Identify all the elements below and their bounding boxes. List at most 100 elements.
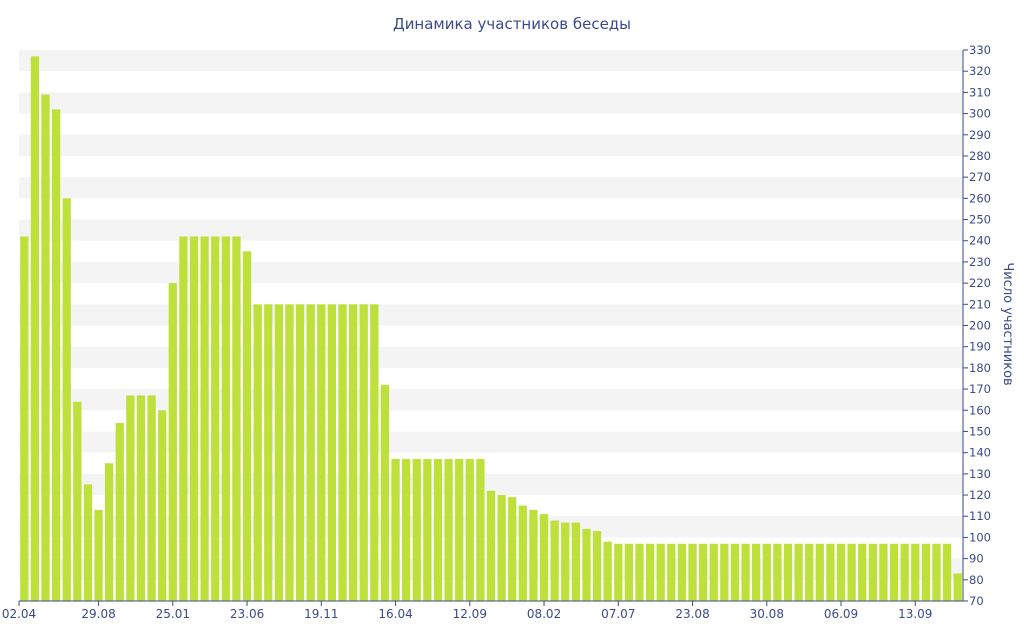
bar: [158, 410, 167, 601]
grid-band: [19, 134, 963, 156]
bar: [953, 573, 962, 601]
bar: [295, 304, 305, 601]
bar: [677, 543, 687, 601]
y-tick-label: 130: [969, 467, 991, 481]
bar: [285, 304, 294, 601]
bar: [497, 495, 506, 601]
bar: [529, 509, 538, 601]
y-tick-label: 120: [969, 488, 991, 502]
bar: [359, 304, 368, 601]
y-tick-label: 260: [969, 191, 991, 205]
bar: [773, 543, 782, 601]
y-tick-label: 160: [969, 403, 991, 417]
bar: [338, 304, 347, 601]
bar: [253, 304, 262, 601]
grid-band: [19, 50, 963, 72]
x-tick-label: 23.08: [675, 607, 709, 621]
x-tick-label: 13.09: [898, 607, 932, 621]
x-tick-label: 30.08: [750, 607, 784, 621]
y-tick-label: 300: [969, 107, 991, 121]
bar: [720, 543, 729, 601]
x-tick-label: 12.09: [453, 607, 487, 621]
y-tick-label: 200: [969, 319, 991, 333]
bar: [73, 401, 82, 601]
y-tick-label: 220: [969, 276, 991, 290]
bar: [115, 422, 124, 601]
bar: [348, 304, 358, 601]
bar: [709, 543, 718, 601]
bar: [105, 463, 114, 601]
x-axis: 02.04 29.08 25.01 23.06 19.11 16.04 12.09 08.02…: [2, 600, 963, 621]
bar: [645, 543, 655, 601]
bar: [836, 543, 846, 601]
bar: [20, 236, 29, 602]
bar: [826, 543, 835, 601]
bar: [179, 236, 188, 602]
grid-band: [19, 346, 963, 368]
bar: [794, 543, 803, 601]
x-tick-label: 02.04: [2, 607, 36, 621]
bar: [858, 543, 867, 601]
bar: [41, 94, 50, 601]
bar: [94, 509, 103, 601]
bar: [932, 543, 941, 601]
bar: [921, 543, 931, 601]
bar: [868, 543, 877, 601]
chart-title: Динамика участников беседы: [393, 15, 631, 33]
bar: [455, 459, 464, 601]
y-tick-label: 100: [969, 530, 991, 544]
x-tick-label: 29.08: [81, 607, 115, 621]
bar: [370, 304, 379, 601]
y-tick-label: 240: [969, 234, 991, 248]
x-tick-label: 08.02: [527, 607, 561, 621]
bar: [189, 236, 199, 602]
y-tick-label: 140: [969, 446, 991, 460]
bar: [264, 304, 273, 601]
bar: [688, 543, 697, 601]
bar: [508, 497, 517, 601]
bar: [752, 543, 761, 601]
bar: [211, 236, 220, 602]
x-tick-label: 07.07: [601, 607, 635, 621]
bar: [51, 109, 61, 601]
bar: [465, 459, 474, 601]
x-tick-label: 16.04: [378, 607, 412, 621]
bar: [30, 56, 40, 602]
bar: [221, 236, 230, 602]
bar: [805, 543, 814, 601]
bar: [592, 531, 602, 601]
bar: [423, 459, 432, 601]
grid-band: [19, 92, 963, 114]
grid-band: [19, 219, 963, 241]
bar: [476, 459, 485, 601]
bar: [168, 283, 177, 601]
grid-band: [19, 261, 963, 284]
y-tick-label: 80: [969, 573, 984, 587]
y-tick-label: 190: [969, 340, 991, 354]
y-tick-label: 270: [969, 170, 991, 184]
bar: [571, 522, 580, 601]
bar: [667, 543, 676, 601]
y-axis: 70 80 90 100 110 120 130 140 150 160 170 180 190 200 2…: [962, 43, 991, 608]
bar: [550, 520, 559, 601]
bar: [900, 543, 909, 601]
bar: [783, 543, 793, 601]
y-tick-label: 210: [969, 297, 991, 311]
bar: [847, 543, 856, 601]
bar: [380, 384, 390, 601]
bar: [200, 236, 209, 602]
bar: [624, 543, 634, 601]
bar: [242, 251, 252, 601]
x-tick-label: 06.09: [824, 607, 858, 621]
bar: [62, 198, 71, 601]
bar: [561, 522, 570, 601]
y-tick-label: 310: [969, 85, 991, 99]
bar: [911, 543, 920, 601]
grid-band: [19, 389, 963, 411]
y-tick-label: 110: [969, 509, 991, 523]
bar: [327, 304, 337, 601]
bar: [635, 543, 644, 601]
grid-band: [19, 304, 963, 326]
